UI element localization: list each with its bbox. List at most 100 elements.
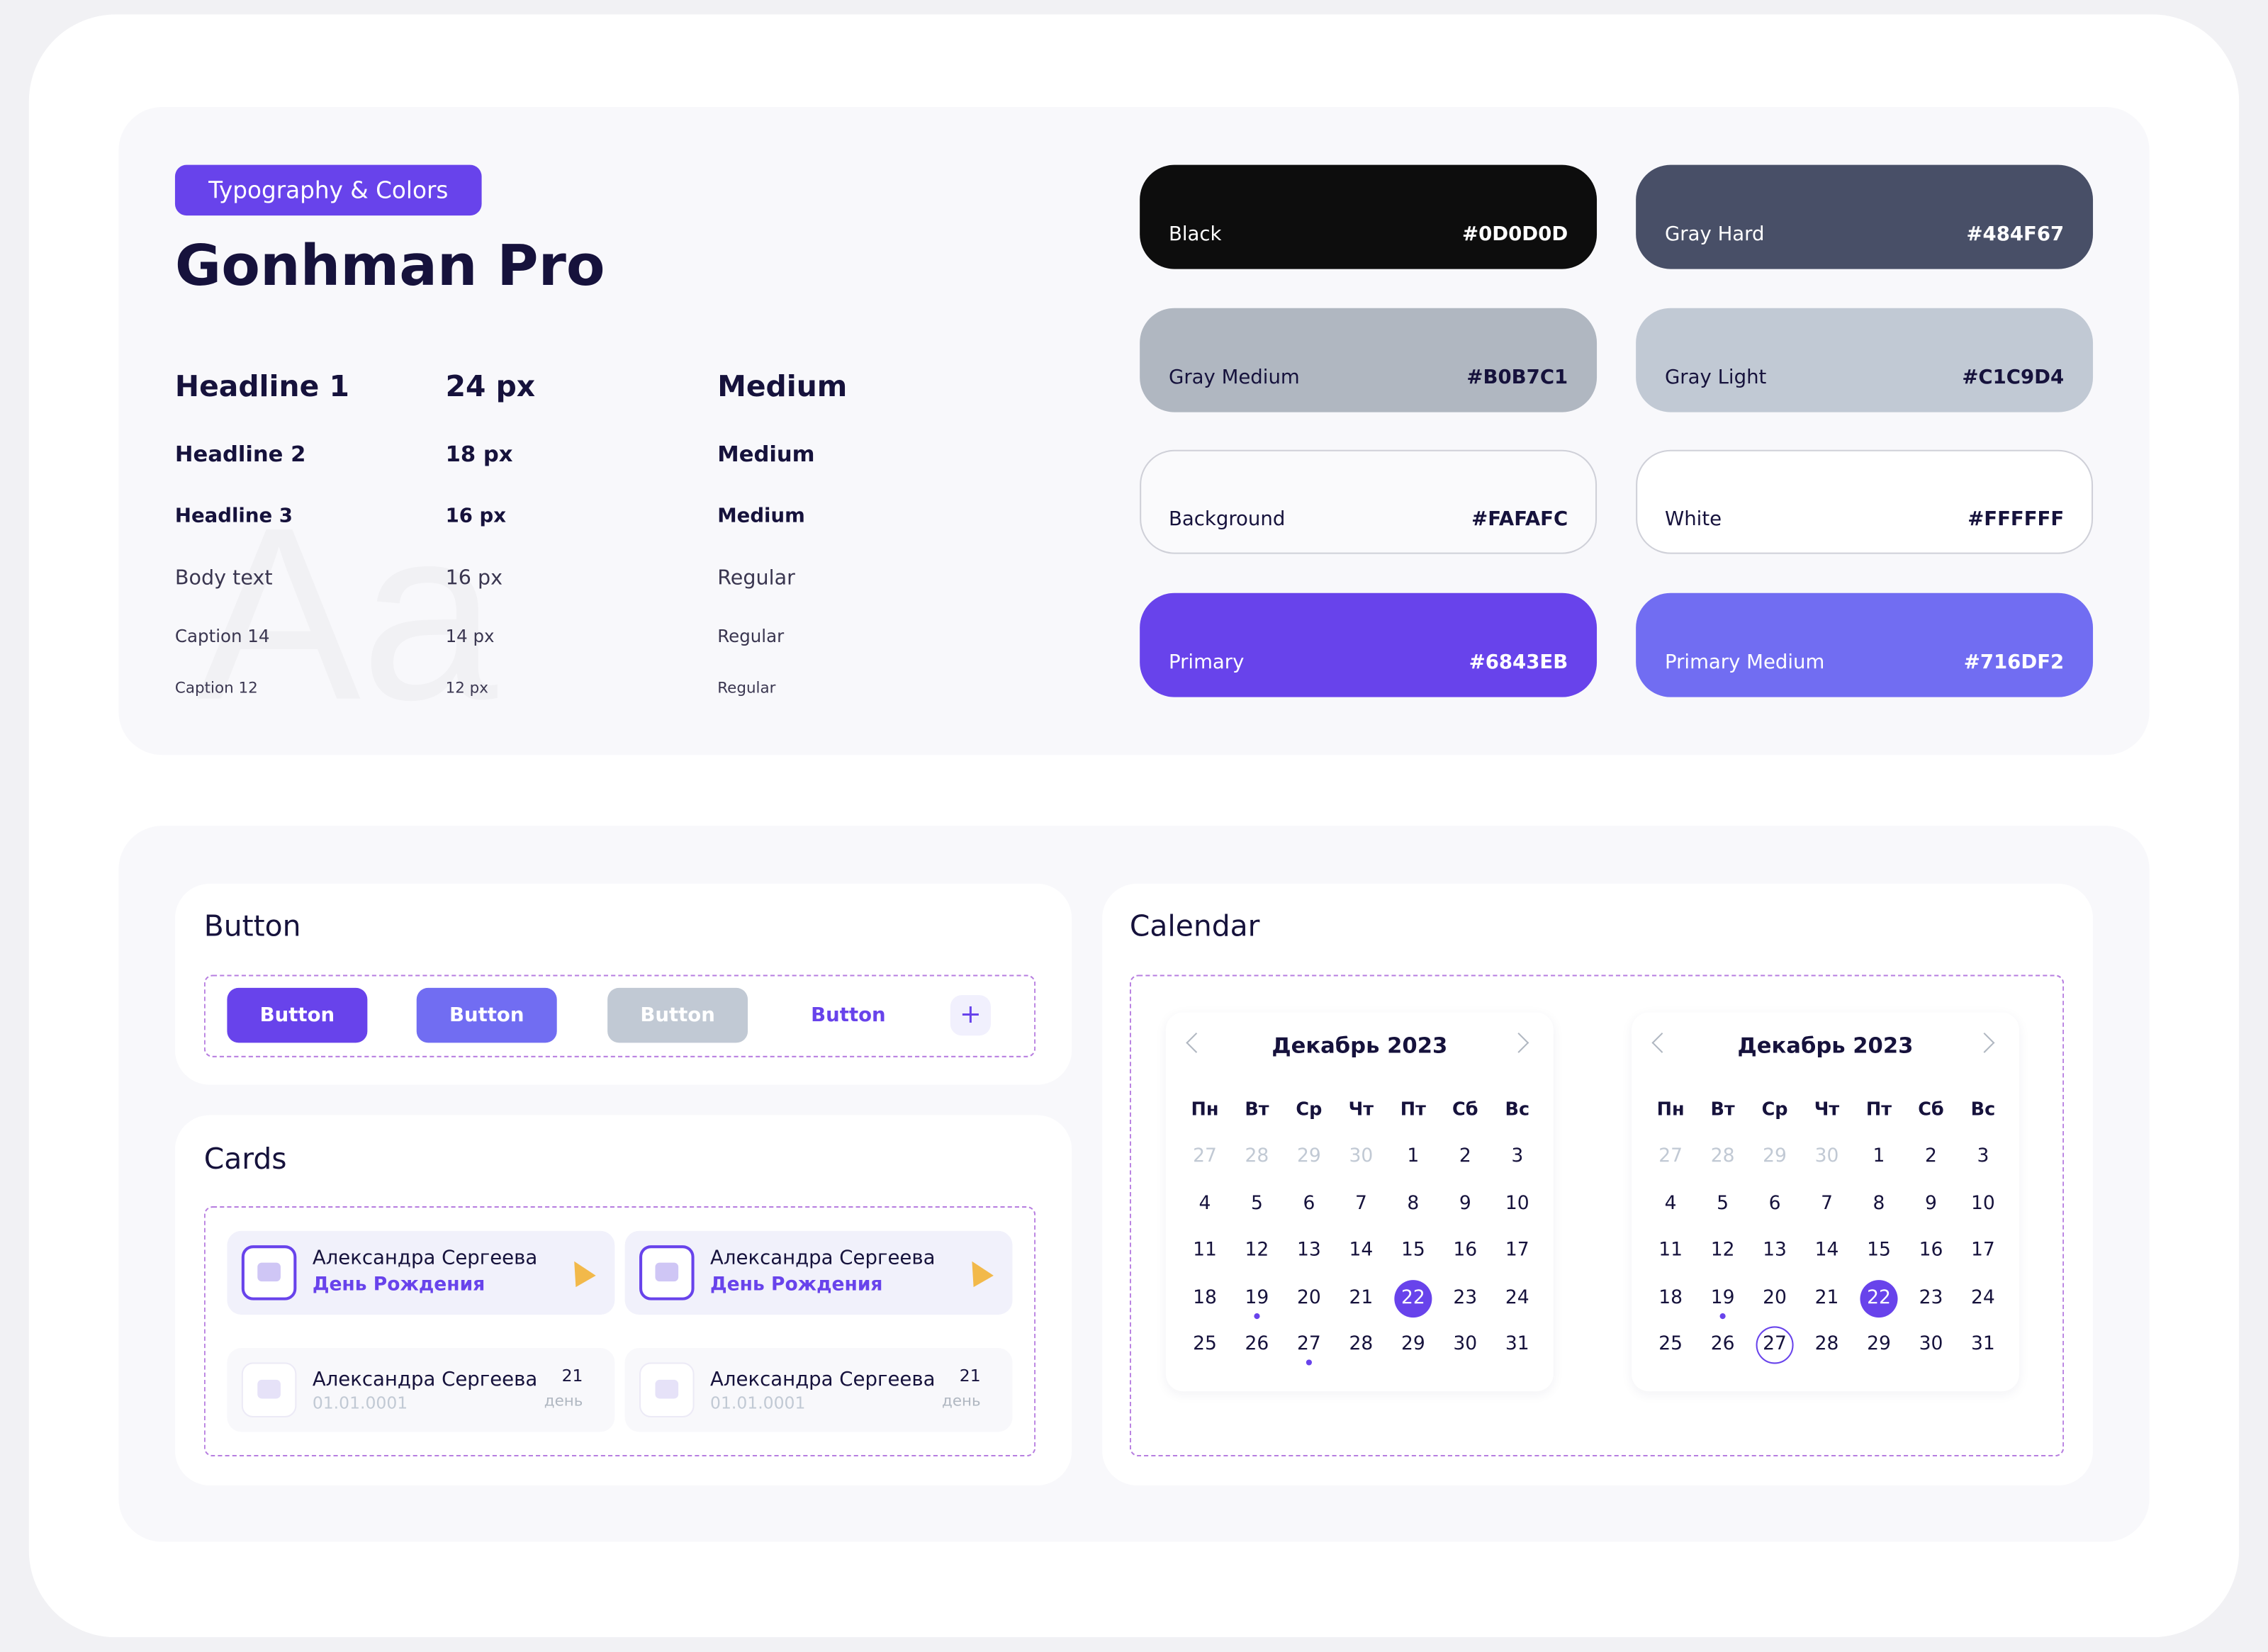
day[interactable]: 28 [1814, 1334, 1839, 1356]
day[interactable]: 17 [1971, 1240, 1995, 1262]
day[interactable]: 12 [1245, 1240, 1269, 1262]
day[interactable]: 30 [1349, 1145, 1374, 1167]
day[interactable]: 5 [1251, 1192, 1263, 1215]
day[interactable]: 22 [1867, 1286, 1891, 1309]
day[interactable]: 14 [1349, 1240, 1374, 1262]
day[interactable]: 27 [1658, 1145, 1683, 1167]
day[interactable]: 19 [1245, 1286, 1269, 1309]
button[interactable]: Button [227, 987, 368, 1043]
day[interactable]: 13 [1297, 1240, 1321, 1262]
day[interactable]: 28 [1245, 1145, 1269, 1167]
day[interactable]: 5 [1717, 1192, 1729, 1215]
color-hex: #484F67 [1966, 223, 2065, 246]
day-unit: день [942, 1393, 981, 1410]
day[interactable]: 11 [1193, 1240, 1217, 1262]
day[interactable]: 4 [1198, 1192, 1211, 1215]
avatar-icon [257, 1379, 281, 1399]
day[interactable]: 1 [1407, 1145, 1420, 1167]
day[interactable]: 6 [1303, 1192, 1315, 1215]
person-name: Александра Сергеева [710, 1368, 936, 1392]
day[interactable]: 26 [1710, 1334, 1735, 1356]
weekday: Ср [1761, 1097, 1788, 1120]
day[interactable]: 3 [1511, 1145, 1524, 1167]
day[interactable]: 2 [1925, 1145, 1937, 1167]
weekday: Пн [1656, 1097, 1685, 1120]
day-unit: день [544, 1393, 583, 1410]
day[interactable]: 4 [1664, 1192, 1677, 1215]
day[interactable]: 25 [1193, 1334, 1217, 1356]
day[interactable]: 30 [1919, 1334, 1943, 1356]
day[interactable]: 29 [1763, 1145, 1787, 1167]
color-hex: #0D0D0D [1461, 223, 1568, 246]
day[interactable]: 3 [1977, 1145, 1989, 1167]
type-weight: Regular [717, 566, 795, 590]
day[interactable]: 10 [1971, 1192, 1995, 1215]
day[interactable]: 27 [1763, 1334, 1787, 1356]
day[interactable]: 26 [1245, 1334, 1269, 1356]
day[interactable]: 14 [1814, 1240, 1839, 1262]
day[interactable]: 8 [1407, 1192, 1420, 1215]
day[interactable]: 18 [1658, 1286, 1683, 1309]
day[interactable]: 15 [1867, 1240, 1891, 1262]
day[interactable]: 12 [1710, 1240, 1735, 1262]
day[interactable]: 7 [1354, 1192, 1367, 1215]
day[interactable]: 8 [1873, 1192, 1885, 1215]
day[interactable]: 16 [1453, 1240, 1478, 1262]
day[interactable]: 19 [1710, 1286, 1735, 1309]
day[interactable]: 23 [1919, 1286, 1943, 1309]
color-hex: #C1C9D4 [1962, 365, 2065, 389]
button[interactable]: Button [811, 1004, 886, 1027]
color-hex: #716DF2 [1963, 651, 2065, 675]
type-weight: Medium [717, 505, 805, 528]
day[interactable]: 13 [1763, 1240, 1787, 1262]
day[interactable]: 29 [1867, 1334, 1891, 1356]
day[interactable]: 30 [1814, 1145, 1839, 1167]
day[interactable]: 10 [1505, 1192, 1529, 1215]
person-name: Александра Сергеева [312, 1368, 538, 1392]
day[interactable]: 18 [1193, 1286, 1217, 1309]
day[interactable]: 27 [1297, 1334, 1321, 1356]
color-swatch [1636, 450, 2094, 555]
day[interactable]: 24 [1971, 1286, 1995, 1309]
day[interactable]: 27 [1193, 1145, 1217, 1167]
color-swatch [1636, 592, 2094, 697]
button[interactable]: Button [607, 987, 748, 1043]
day[interactable]: 28 [1349, 1334, 1374, 1356]
weekday: Пн [1191, 1097, 1219, 1120]
day[interactable]: 22 [1400, 1286, 1425, 1309]
weekday: Чт [1348, 1097, 1374, 1120]
color-name: Gray Medium [1168, 365, 1300, 389]
color-name: Background [1168, 508, 1286, 532]
day[interactable]: 20 [1297, 1286, 1321, 1309]
day[interactable]: 31 [1505, 1334, 1529, 1356]
day[interactable]: 7 [1821, 1192, 1833, 1215]
button[interactable]: Button [416, 987, 557, 1043]
day[interactable]: 29 [1400, 1334, 1425, 1356]
day[interactable]: 23 [1453, 1286, 1478, 1309]
day[interactable]: 20 [1763, 1286, 1787, 1309]
color-name: White [1664, 508, 1722, 532]
day[interactable]: 2 [1459, 1145, 1471, 1167]
day[interactable]: 25 [1658, 1334, 1683, 1356]
event-date: 01.01.0001 [312, 1393, 408, 1413]
day[interactable]: 21 [1814, 1286, 1839, 1309]
day[interactable]: 28 [1710, 1145, 1735, 1167]
day[interactable]: 16 [1919, 1240, 1943, 1262]
day[interactable]: 24 [1505, 1286, 1529, 1309]
day[interactable]: 30 [1453, 1334, 1478, 1356]
day[interactable]: 31 [1971, 1334, 1995, 1356]
cards-frame [203, 1206, 1036, 1457]
day[interactable]: 6 [1768, 1192, 1781, 1215]
day[interactable]: 9 [1459, 1192, 1471, 1215]
day[interactable]: 15 [1400, 1240, 1425, 1262]
day[interactable]: 29 [1297, 1145, 1321, 1167]
day[interactable]: 11 [1658, 1240, 1683, 1262]
day[interactable]: 17 [1505, 1240, 1529, 1262]
day[interactable]: 9 [1925, 1192, 1937, 1215]
day[interactable]: 1 [1873, 1145, 1885, 1167]
add-button[interactable]: + [950, 995, 991, 1036]
color-name: Primary Medium [1664, 651, 1825, 675]
event-dot [1719, 1313, 1726, 1319]
day[interactable]: 21 [1349, 1286, 1374, 1309]
